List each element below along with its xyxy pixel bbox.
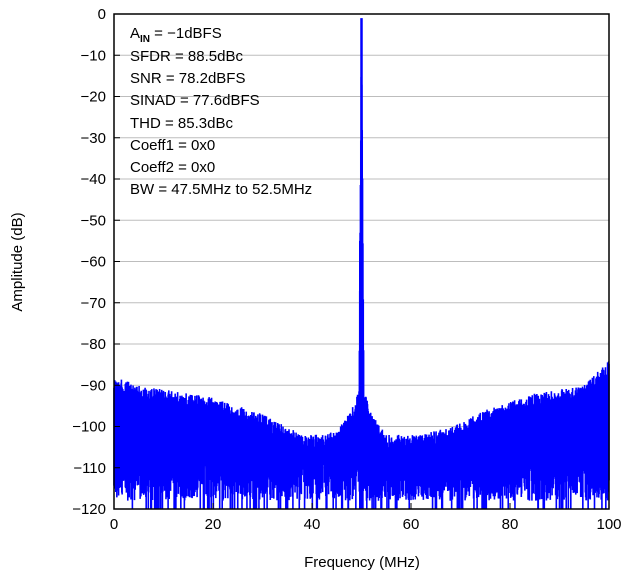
x-tick-label: 80: [502, 516, 519, 533]
y-tick-label: −30: [81, 130, 106, 147]
x-tick-label: 0: [110, 516, 118, 533]
x-tick-label: 20: [205, 516, 222, 533]
annotation-bw: BW = 47.5MHz to 52.5MHz: [130, 181, 312, 198]
y-tick-label: −90: [81, 377, 106, 394]
y-tick-label: −40: [81, 171, 106, 188]
y-axis-label: Amplitude (dB): [9, 212, 26, 311]
y-tick-label: 0: [98, 6, 106, 23]
spectrum-series: [113, 18, 610, 509]
x-axis-label: Frequency (MHz): [304, 554, 420, 571]
y-tick-label: −120: [72, 501, 106, 518]
annotation-block: AIN = −1dBFS SFDR = 88.5dBc SNR = 78.2dB…: [130, 25, 312, 198]
annotation-coeff2: Coeff2 = 0x0: [130, 159, 215, 176]
y-tick-label: −50: [81, 212, 106, 229]
y-tick-label: −110: [73, 460, 106, 477]
annotation-sfdr: SFDR = 88.5dBc: [130, 48, 243, 65]
y-tick-label: −20: [81, 89, 106, 106]
y-tick-label: −70: [81, 295, 106, 312]
x-axis-ticks: 0 20 40 60 80 100: [110, 503, 622, 533]
x-tick-label: 60: [403, 516, 420, 533]
y-tick-label: −80: [81, 336, 106, 353]
annotation-snr: SNR = 78.2dBFS: [130, 70, 245, 87]
y-tick-label: −100: [72, 419, 106, 436]
y-tick-label: −60: [81, 254, 106, 271]
annotation-ain: AIN = −1dBFS: [130, 25, 222, 45]
y-tick-label: −10: [81, 47, 106, 64]
annotation-coeff1: Coeff1 = 0x0: [130, 137, 215, 154]
x-tick-label: 100: [596, 516, 621, 533]
annotation-sinad: SINAD = 77.6dBFS: [130, 92, 260, 109]
y-axis-ticks: 0 −10 −20 −30 −40 −50 −60 −70 −80 −90 −100 −110 −120: [72, 6, 120, 518]
annotation-thd: THD = 85.3dBc: [130, 115, 233, 132]
x-tick-label: 40: [304, 516, 321, 533]
